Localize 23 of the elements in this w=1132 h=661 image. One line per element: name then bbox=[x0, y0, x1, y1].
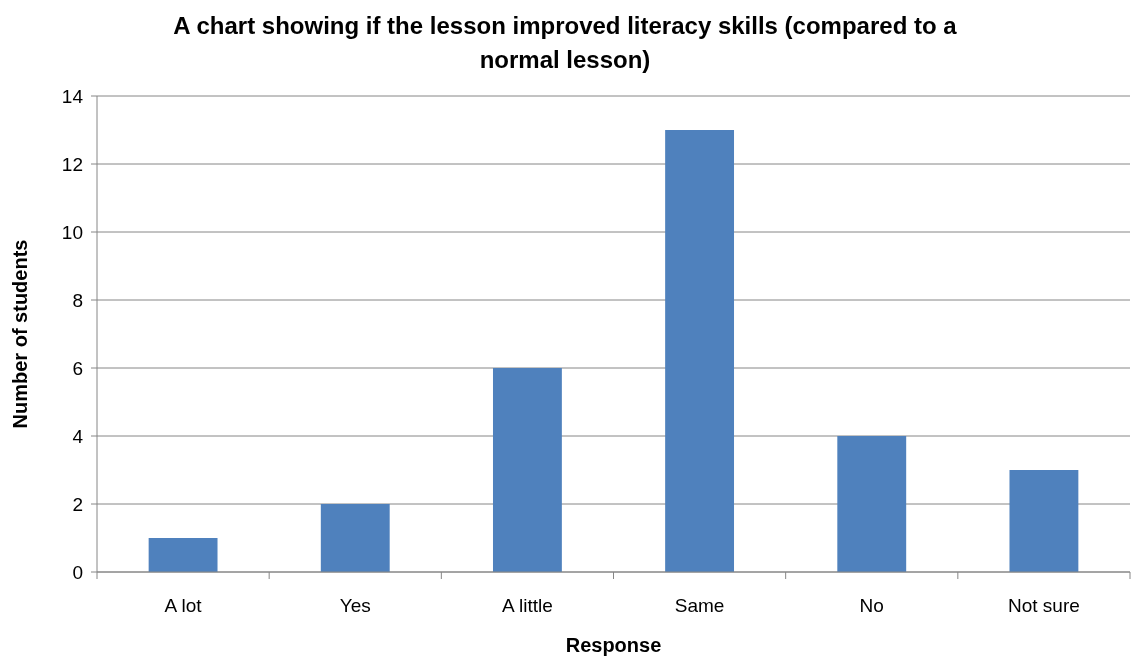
bar bbox=[320, 504, 390, 572]
y-tick-label: 6 bbox=[72, 357, 83, 379]
bar bbox=[492, 368, 562, 572]
x-tick-label: Not sure bbox=[1008, 595, 1080, 616]
y-tick-label: 14 bbox=[61, 85, 84, 107]
y-tick-label: 0 bbox=[72, 561, 83, 583]
x-axis-title: Response bbox=[565, 634, 662, 656]
y-tick-label: 10 bbox=[61, 221, 83, 243]
x-tick-label: A lot bbox=[164, 595, 203, 616]
y-tick-label: 8 bbox=[72, 289, 83, 311]
chart-title: A chart showing if the lesson improved literacy skills (compared to a normal lesson) bbox=[173, 12, 958, 73]
x-tick-label: No bbox=[859, 595, 884, 616]
x-tick-label: A little bbox=[502, 595, 553, 616]
x-tick-label: Yes bbox=[339, 595, 371, 616]
bar bbox=[1009, 470, 1079, 572]
y-axis-title: Number of students bbox=[9, 239, 31, 429]
y-tick-label: 2 bbox=[72, 493, 83, 515]
bar bbox=[148, 538, 218, 572]
bar bbox=[665, 130, 735, 572]
x-tick-label: Same bbox=[674, 595, 725, 616]
y-tick-label: 4 bbox=[72, 425, 84, 447]
bar bbox=[837, 436, 907, 572]
y-tick-label: 12 bbox=[61, 153, 83, 175]
